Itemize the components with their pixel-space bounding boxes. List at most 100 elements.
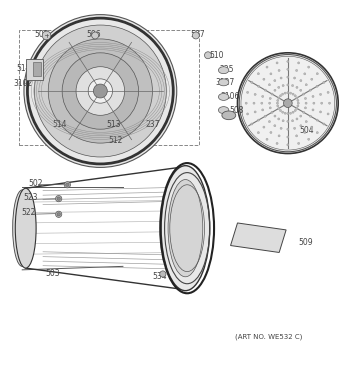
Ellipse shape bbox=[268, 102, 271, 104]
Ellipse shape bbox=[303, 93, 305, 95]
Ellipse shape bbox=[284, 92, 286, 94]
Ellipse shape bbox=[287, 76, 289, 78]
Text: 508: 508 bbox=[229, 106, 243, 115]
Ellipse shape bbox=[308, 138, 310, 140]
Ellipse shape bbox=[262, 95, 264, 97]
Ellipse shape bbox=[300, 115, 302, 117]
Ellipse shape bbox=[251, 123, 253, 125]
Ellipse shape bbox=[274, 79, 276, 82]
Ellipse shape bbox=[253, 102, 255, 104]
Ellipse shape bbox=[300, 125, 302, 127]
Ellipse shape bbox=[294, 110, 296, 112]
Ellipse shape bbox=[270, 131, 272, 134]
Ellipse shape bbox=[270, 73, 272, 75]
Ellipse shape bbox=[289, 112, 292, 114]
Ellipse shape bbox=[298, 142, 300, 144]
Ellipse shape bbox=[312, 109, 314, 111]
Ellipse shape bbox=[257, 132, 259, 134]
Ellipse shape bbox=[246, 91, 248, 93]
Ellipse shape bbox=[280, 77, 282, 79]
Ellipse shape bbox=[276, 102, 279, 104]
Ellipse shape bbox=[289, 92, 292, 94]
Ellipse shape bbox=[278, 97, 280, 99]
Text: (ART NO. WE532 C): (ART NO. WE532 C) bbox=[235, 333, 302, 340]
Ellipse shape bbox=[312, 95, 314, 97]
Ellipse shape bbox=[316, 85, 318, 87]
Ellipse shape bbox=[304, 107, 307, 109]
Ellipse shape bbox=[62, 53, 139, 129]
Ellipse shape bbox=[304, 97, 307, 100]
Ellipse shape bbox=[276, 142, 278, 144]
Text: 235: 235 bbox=[220, 65, 235, 74]
Ellipse shape bbox=[327, 113, 329, 115]
Text: 237: 237 bbox=[145, 120, 160, 129]
Ellipse shape bbox=[298, 62, 300, 64]
Ellipse shape bbox=[274, 115, 276, 117]
Ellipse shape bbox=[287, 92, 289, 94]
Ellipse shape bbox=[261, 102, 263, 104]
Ellipse shape bbox=[274, 89, 276, 91]
Ellipse shape bbox=[239, 54, 336, 152]
Text: 3127: 3127 bbox=[216, 78, 235, 87]
Ellipse shape bbox=[254, 111, 256, 113]
Ellipse shape bbox=[278, 135, 280, 137]
Ellipse shape bbox=[251, 81, 253, 84]
Ellipse shape bbox=[316, 132, 319, 134]
Ellipse shape bbox=[297, 102, 299, 104]
Ellipse shape bbox=[66, 183, 69, 186]
Ellipse shape bbox=[282, 85, 284, 87]
Ellipse shape bbox=[222, 111, 236, 120]
Ellipse shape bbox=[297, 105, 299, 107]
Ellipse shape bbox=[258, 119, 260, 121]
Ellipse shape bbox=[48, 39, 153, 143]
Ellipse shape bbox=[282, 120, 284, 122]
Ellipse shape bbox=[327, 91, 329, 93]
Text: 3106: 3106 bbox=[220, 93, 239, 101]
Ellipse shape bbox=[24, 15, 177, 167]
Ellipse shape bbox=[262, 109, 264, 111]
Ellipse shape bbox=[320, 93, 322, 95]
Text: 503: 503 bbox=[46, 270, 60, 279]
Ellipse shape bbox=[218, 79, 229, 86]
Ellipse shape bbox=[294, 77, 296, 79]
Ellipse shape bbox=[294, 127, 296, 129]
Ellipse shape bbox=[88, 79, 112, 103]
Ellipse shape bbox=[264, 89, 266, 91]
Text: 506: 506 bbox=[87, 30, 101, 39]
Ellipse shape bbox=[305, 120, 307, 123]
Ellipse shape bbox=[309, 115, 312, 117]
Ellipse shape bbox=[296, 97, 298, 99]
Ellipse shape bbox=[92, 32, 99, 39]
Ellipse shape bbox=[278, 107, 280, 109]
Ellipse shape bbox=[295, 69, 298, 72]
Ellipse shape bbox=[284, 112, 286, 114]
Ellipse shape bbox=[278, 86, 280, 88]
Ellipse shape bbox=[292, 111, 294, 113]
Ellipse shape bbox=[258, 85, 260, 87]
Text: 512: 512 bbox=[109, 136, 123, 145]
Ellipse shape bbox=[93, 84, 107, 98]
Ellipse shape bbox=[295, 135, 298, 137]
Ellipse shape bbox=[277, 100, 279, 101]
Bar bbox=[26, 59, 43, 79]
Ellipse shape bbox=[323, 81, 325, 84]
Text: 510: 510 bbox=[209, 51, 224, 60]
Ellipse shape bbox=[254, 93, 256, 95]
Ellipse shape bbox=[268, 120, 271, 123]
Ellipse shape bbox=[15, 188, 36, 268]
Ellipse shape bbox=[263, 78, 265, 80]
Ellipse shape bbox=[257, 73, 259, 75]
Ellipse shape bbox=[287, 120, 289, 122]
Text: 515: 515 bbox=[17, 64, 31, 73]
Ellipse shape bbox=[292, 85, 294, 87]
Ellipse shape bbox=[279, 110, 281, 112]
Ellipse shape bbox=[305, 102, 307, 104]
Ellipse shape bbox=[323, 123, 325, 125]
Ellipse shape bbox=[161, 166, 210, 291]
Ellipse shape bbox=[277, 105, 279, 107]
Ellipse shape bbox=[193, 32, 199, 39]
Ellipse shape bbox=[296, 86, 298, 88]
Ellipse shape bbox=[279, 95, 281, 97]
Ellipse shape bbox=[311, 78, 313, 80]
Ellipse shape bbox=[287, 60, 289, 63]
